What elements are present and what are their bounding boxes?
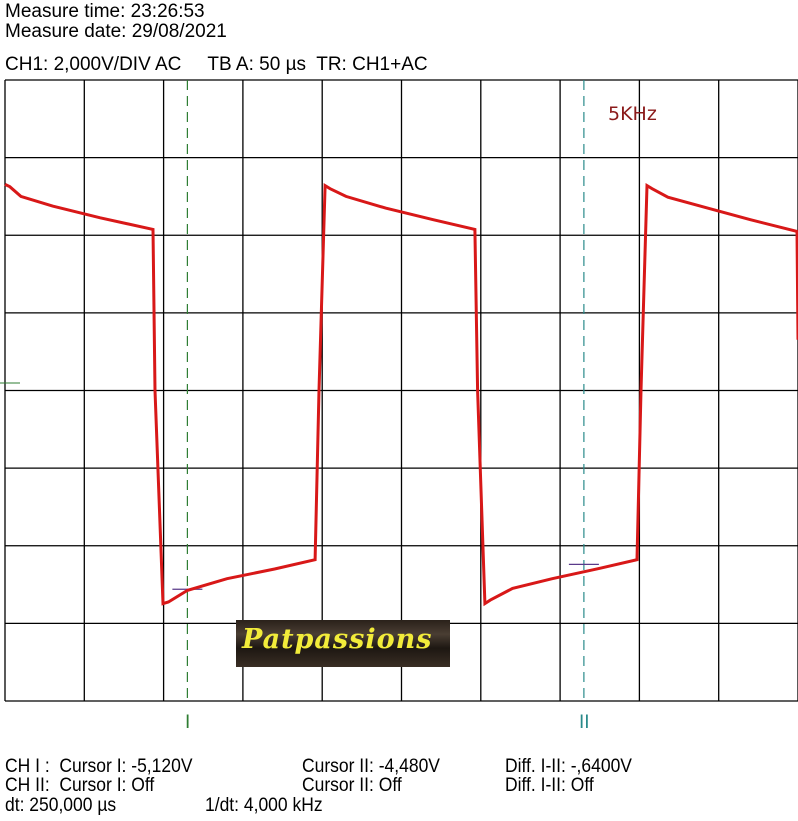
measure-date: Measure date: 29/08/2021	[5, 21, 227, 42]
oscilloscope-screen: 5KHz I II	[0, 79, 798, 733]
ch1-cursor2: Cursor II: -4,480V	[302, 756, 440, 777]
grid	[4, 79, 798, 702]
ch2-diff: Diff. I-II: Off	[505, 775, 594, 796]
cursors	[172, 80, 599, 701]
ch2-cursor2: Cursor II: Off	[302, 775, 402, 796]
ch2-cursor1: CH II: Cursor I: Off	[5, 775, 155, 796]
trace-ch1	[4, 182, 798, 607]
delta-time: dt: 250,000 µs	[5, 795, 117, 816]
ch1-cursor1: CH I : Cursor I: -5,120V	[5, 756, 193, 777]
frequency-annotation: 5KHz	[608, 103, 657, 125]
watermark-logo: Patpassions	[236, 620, 450, 667]
logo-text: Patpassions	[242, 624, 433, 655]
measure-time: Measure time: 23:26:53	[5, 1, 205, 22]
ch1-diff: Diff. I-II: -,6400V	[505, 756, 632, 777]
channel-settings: CH1: 2,000V/DIV AC TB A: 50 µs TR: CH1+A…	[5, 54, 428, 75]
inverse-delta-time: 1/dt: 4,000 kHz	[205, 795, 323, 816]
cursor-1-label: I	[185, 712, 190, 733]
cursor-2-label: II	[579, 712, 590, 733]
